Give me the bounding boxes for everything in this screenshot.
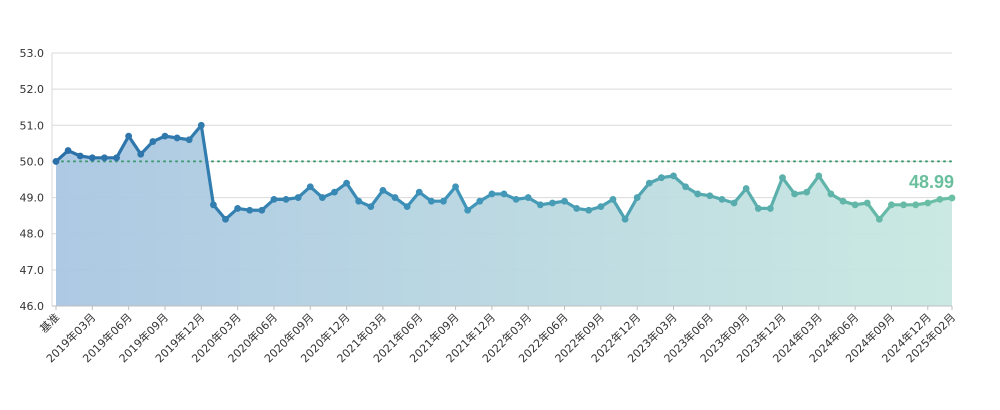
data-point: [766, 205, 774, 212]
data-point: [403, 203, 411, 211]
data-point: [282, 195, 290, 203]
data-point: [270, 195, 278, 203]
data-point: [173, 134, 181, 142]
data-point: [343, 179, 350, 187]
data-point: [367, 203, 375, 211]
y-tick-label: 49.0: [20, 192, 45, 205]
data-point: [924, 199, 932, 207]
data-point: [246, 206, 254, 214]
data-point: [863, 199, 871, 207]
data-point: [76, 152, 84, 160]
x-tick-label: 基准: [37, 311, 62, 336]
data-point: [137, 150, 145, 158]
data-point: [633, 194, 641, 201]
data-point: [561, 197, 568, 205]
data-point: [573, 205, 581, 212]
data-point: [331, 188, 338, 196]
data-point: [234, 205, 242, 212]
data-point: [185, 136, 193, 144]
data-point: [452, 183, 459, 191]
y-tick-label: 47.0: [20, 264, 45, 277]
data-point: [125, 132, 133, 140]
data-point: [597, 203, 605, 211]
data-point: [149, 138, 157, 145]
data-point: [875, 215, 883, 223]
data-point: [161, 132, 169, 140]
data-point: [839, 197, 847, 205]
data-point: [621, 215, 629, 223]
data-point: [706, 192, 714, 200]
data-point: [912, 201, 920, 209]
y-tick-label: 53.0: [20, 47, 45, 60]
y-tick-label: 46.0: [20, 300, 45, 313]
data-point: [391, 194, 399, 201]
data-point: [222, 215, 229, 223]
y-tick-label: 51.0: [20, 119, 45, 132]
data-point: [355, 197, 363, 205]
data-point: [427, 197, 435, 205]
y-tick-label: 52.0: [20, 83, 45, 96]
data-point: [779, 174, 786, 182]
data-point: [827, 190, 835, 198]
data-point: [936, 195, 944, 203]
data-point: [585, 206, 593, 214]
data-point: [754, 205, 762, 212]
data-point: [52, 158, 60, 165]
x-axis-tick-labels: 基准2019年03月2019年06月2019年09月2019年12月2020年0…: [37, 306, 958, 365]
data-point: [803, 188, 811, 196]
data-point: [210, 201, 217, 209]
data-point: [88, 154, 96, 162]
data-point: [197, 121, 205, 129]
series-points: [52, 121, 956, 223]
data-point: [609, 195, 617, 203]
data-point: [318, 194, 326, 201]
data-point: [101, 154, 108, 162]
data-point: [791, 190, 798, 198]
data-point: [415, 188, 423, 196]
data-point: [658, 174, 665, 182]
y-tick-label: 50.0: [20, 155, 45, 168]
data-point: [815, 172, 823, 180]
data-point: [113, 154, 120, 162]
data-point: [512, 195, 520, 203]
data-point: [64, 147, 72, 154]
y-axis-tick-labels: 46.0 47.0 48.0 49.0 50.0 51.0 52.0 53.0: [20, 47, 45, 313]
data-point: [258, 206, 266, 214]
data-point: [488, 190, 496, 198]
data-point: [742, 185, 750, 192]
data-point: [851, 201, 859, 209]
data-point: [888, 201, 895, 209]
data-point: [718, 195, 726, 203]
data-point: [500, 190, 508, 198]
data-point: [670, 172, 677, 180]
data-point: [900, 201, 907, 209]
data-point: [379, 186, 387, 194]
data-point: [440, 197, 447, 205]
series-area-fill: [56, 125, 952, 306]
data-point: [306, 183, 314, 191]
data-point: [730, 199, 738, 207]
last-value-label: 48.99: [909, 172, 954, 192]
data-point: [682, 183, 690, 191]
y-tick-label: 48.0: [20, 228, 45, 241]
data-point: [549, 199, 556, 207]
data-point: [294, 194, 302, 201]
data-point: [476, 197, 484, 205]
data-point: [464, 206, 472, 214]
data-point: [645, 179, 653, 187]
data-point: [694, 190, 702, 198]
data-point: [536, 201, 544, 209]
data-point: [948, 194, 956, 202]
data-point: [524, 194, 532, 201]
